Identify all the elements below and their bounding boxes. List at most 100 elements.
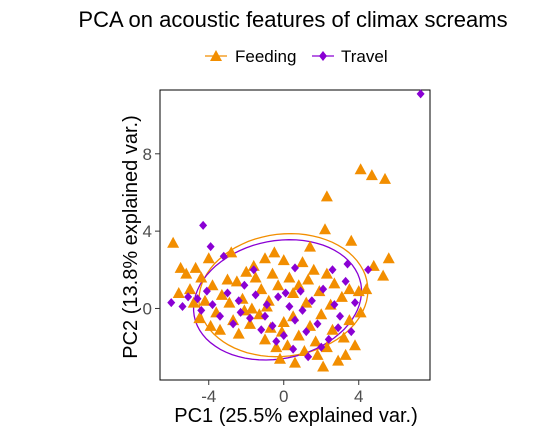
y-tick-label: 0 bbox=[143, 299, 152, 318]
point-feeding bbox=[174, 261, 187, 273]
point-feeding bbox=[349, 339, 361, 351]
point-travel bbox=[167, 298, 176, 308]
point-travel bbox=[281, 288, 290, 298]
point-travel bbox=[334, 323, 343, 333]
point-feeding bbox=[283, 271, 296, 283]
point-travel bbox=[289, 344, 298, 354]
point-feeding bbox=[193, 312, 206, 324]
point-travel bbox=[341, 276, 350, 286]
point-feeding bbox=[289, 356, 301, 368]
point-feeding bbox=[266, 267, 279, 279]
point-travel bbox=[291, 263, 299, 273]
point-travel bbox=[302, 327, 311, 337]
point-feeding bbox=[281, 339, 294, 351]
point-feeding bbox=[225, 246, 238, 258]
point-feeding bbox=[320, 341, 333, 353]
point-feeding bbox=[307, 263, 320, 275]
point-feeding bbox=[189, 261, 202, 273]
point-travel bbox=[240, 280, 249, 290]
point-travel bbox=[296, 286, 305, 296]
point-feeding bbox=[244, 317, 256, 329]
point-travel bbox=[202, 286, 211, 296]
point-travel bbox=[274, 292, 283, 302]
point-travel bbox=[251, 290, 260, 300]
y-axis: 0 4 8 bbox=[143, 145, 160, 318]
point-feeding bbox=[360, 283, 373, 295]
point-feeding bbox=[287, 287, 300, 298]
legend-travel-label: Travel bbox=[341, 47, 388, 66]
point-travel bbox=[364, 265, 373, 275]
point-feeding bbox=[343, 314, 356, 326]
point-feeding bbox=[377, 269, 390, 281]
point-feeding bbox=[223, 296, 236, 308]
point-feeding bbox=[302, 273, 315, 285]
y-tick-label: 4 bbox=[143, 222, 152, 241]
point-travel bbox=[208, 300, 217, 310]
point-feeding bbox=[215, 288, 228, 300]
point-feeding bbox=[328, 277, 341, 289]
point-feeding bbox=[277, 254, 290, 266]
point-feeding bbox=[382, 252, 395, 264]
point-feeding bbox=[343, 283, 356, 295]
point-feeding bbox=[339, 348, 352, 360]
plot-panel bbox=[159, 89, 431, 381]
point-feeding bbox=[187, 296, 200, 308]
point-feeding bbox=[300, 296, 313, 308]
point-feeding bbox=[259, 252, 271, 264]
point-travel bbox=[416, 89, 425, 99]
point-travel bbox=[336, 311, 344, 321]
point-travel bbox=[236, 307, 245, 317]
point-feeding bbox=[309, 335, 322, 347]
point-feeding bbox=[335, 290, 348, 302]
point-feeding bbox=[345, 234, 358, 246]
point-travel bbox=[347, 327, 356, 337]
point-feeding bbox=[195, 271, 208, 283]
point-feeding bbox=[332, 354, 345, 366]
point-feeding bbox=[337, 331, 350, 343]
legend: Feeding Travel bbox=[205, 47, 388, 66]
point-feeding bbox=[184, 283, 196, 295]
point-travel bbox=[279, 331, 288, 341]
point-feeding bbox=[274, 352, 286, 364]
point-feeding bbox=[315, 308, 328, 320]
point-feeding bbox=[326, 323, 339, 335]
point-travel bbox=[324, 334, 333, 344]
point-feeding bbox=[379, 172, 391, 184]
point-travel bbox=[319, 284, 328, 294]
point-travel bbox=[268, 321, 277, 331]
point-travel bbox=[197, 305, 206, 315]
point-feeding bbox=[167, 236, 180, 248]
point-feeding bbox=[240, 265, 253, 277]
point-travel bbox=[330, 300, 339, 310]
point-feeding bbox=[292, 329, 305, 341]
point-travel bbox=[298, 305, 307, 315]
point-feeding bbox=[270, 341, 283, 353]
point-travel bbox=[223, 288, 232, 298]
x-tick-label: 4 bbox=[354, 387, 363, 406]
point-feeding bbox=[255, 283, 268, 295]
point-feeding bbox=[180, 267, 193, 279]
point-travel bbox=[178, 302, 187, 312]
point-feeding bbox=[313, 285, 326, 297]
point-travel bbox=[249, 265, 258, 275]
legend-feeding-label: Feeding bbox=[235, 47, 296, 66]
point-feeding bbox=[268, 246, 281, 258]
point-feeding bbox=[319, 223, 331, 235]
point-feeding bbox=[320, 267, 333, 279]
point-feeding bbox=[320, 190, 333, 202]
x-axis-label: PC1 (25.5% explained var.) bbox=[174, 405, 417, 427]
point-feeding bbox=[202, 252, 215, 264]
point-feeding bbox=[214, 323, 226, 335]
point-travel bbox=[272, 336, 281, 346]
point-feeding bbox=[199, 294, 211, 306]
point-travel bbox=[304, 352, 313, 362]
point-travel bbox=[234, 296, 243, 306]
point-travel bbox=[317, 342, 326, 352]
point-travel bbox=[219, 251, 228, 261]
point-travel bbox=[229, 319, 238, 329]
point-travel bbox=[262, 300, 271, 310]
point-feeding bbox=[232, 327, 245, 339]
point-feeding bbox=[354, 163, 367, 175]
point-travel bbox=[193, 294, 202, 304]
point-travel bbox=[216, 311, 224, 321]
